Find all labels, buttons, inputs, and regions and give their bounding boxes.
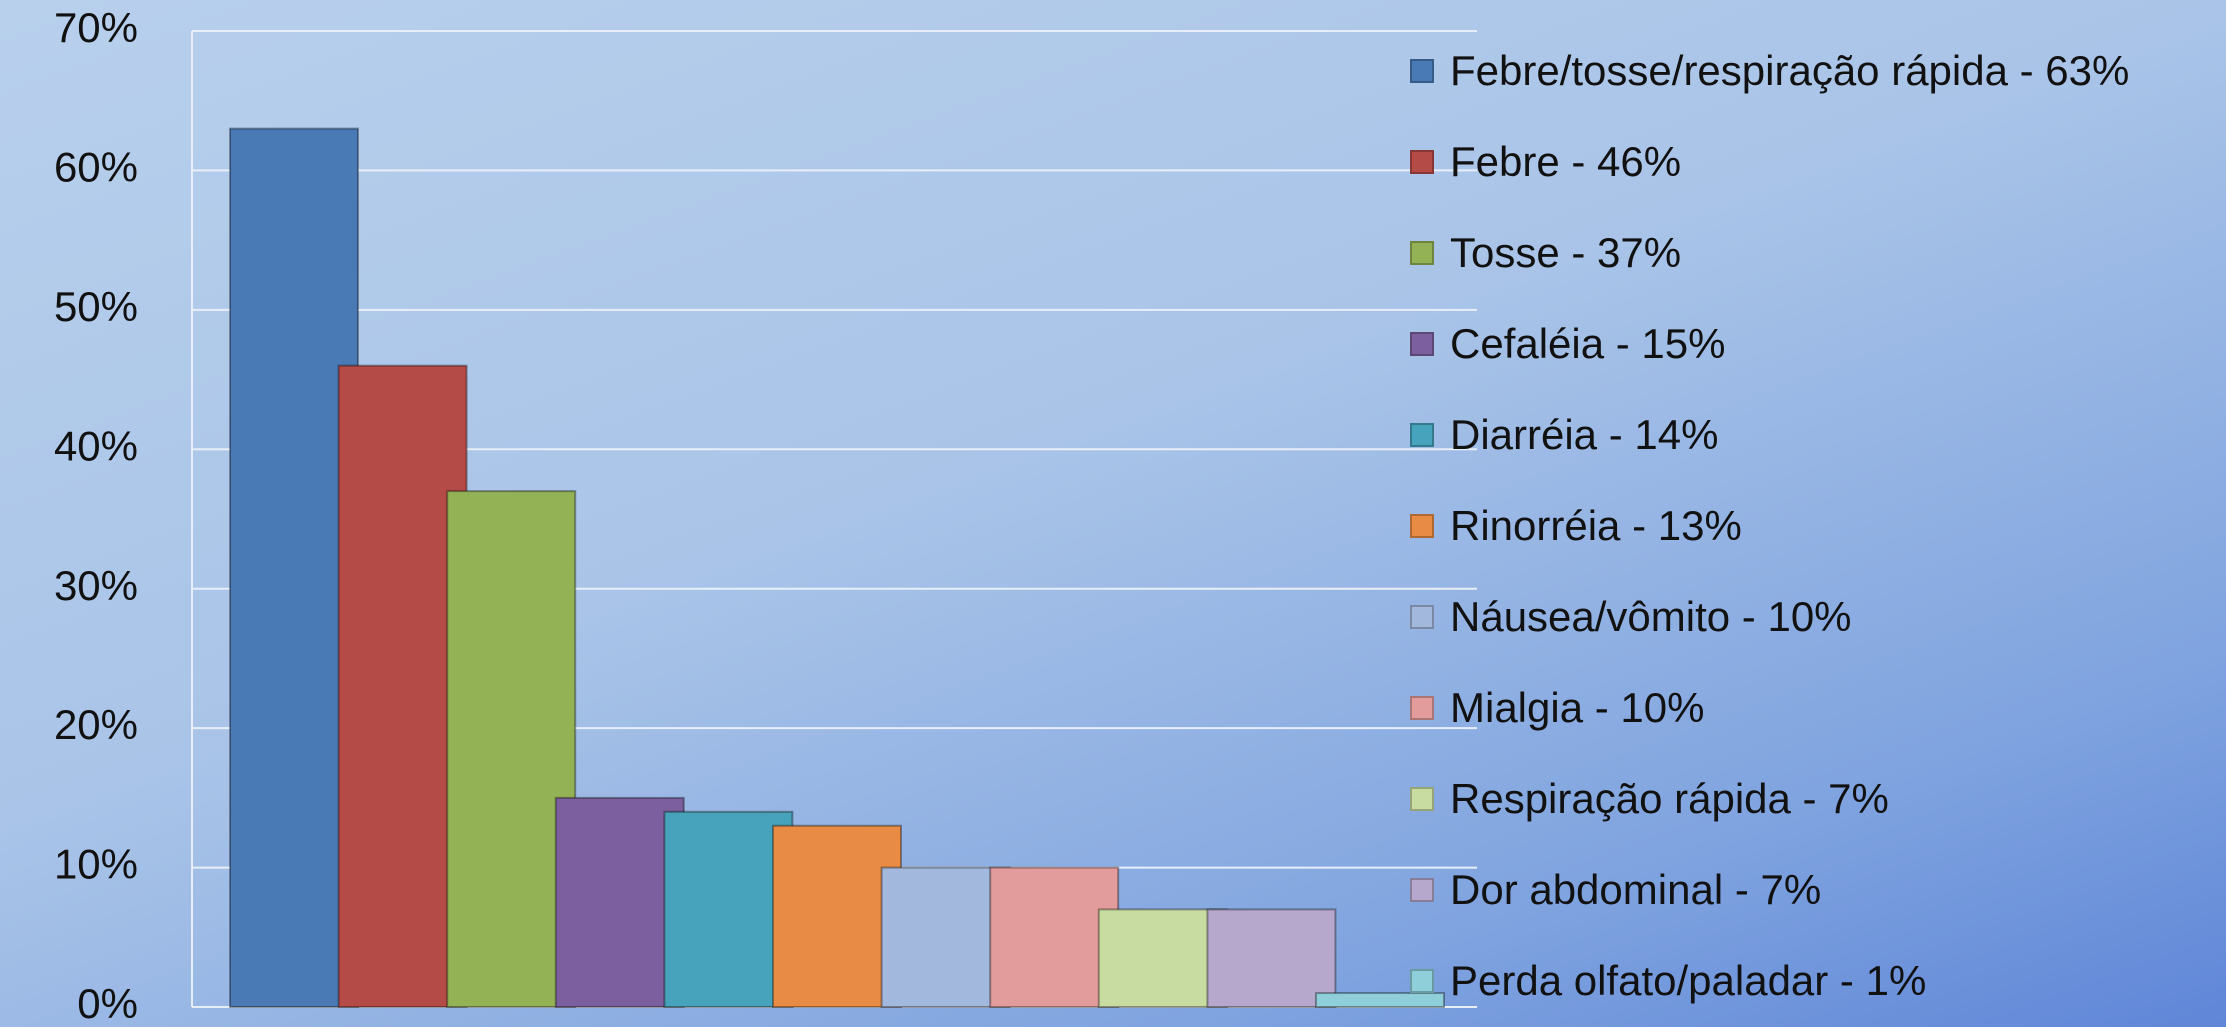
y-tick-label: 60% bbox=[54, 144, 138, 191]
legend-label: Tosse - 37% bbox=[1450, 229, 1682, 276]
legend-label: Náusea/vômito - 10% bbox=[1450, 593, 1852, 640]
legend-label: Febre - 46% bbox=[1450, 138, 1682, 185]
legend-label: Diarréia - 14% bbox=[1450, 411, 1719, 458]
y-tick-label: 0% bbox=[77, 980, 138, 1027]
legend-label: Dor abdominal - 7% bbox=[1450, 866, 1822, 913]
legend-entry: Mialgia - 10% bbox=[1410, 684, 2200, 732]
legend-entry: Tosse - 37% bbox=[1410, 229, 2200, 277]
legend-entry: Diarréia - 14% bbox=[1410, 411, 2200, 459]
legend-entry: Respiração rápida - 7% bbox=[1410, 775, 2200, 823]
y-tick-label: 20% bbox=[54, 701, 138, 748]
bar bbox=[1097, 908, 1228, 1009]
legend-entry: Perda olfato/paladar - 1% bbox=[1410, 957, 2200, 1005]
legend-label: Cefaléia - 15% bbox=[1450, 320, 1726, 367]
bar bbox=[337, 364, 468, 1008]
legend-swatch bbox=[1410, 514, 1434, 538]
legend-swatch bbox=[1410, 696, 1434, 720]
y-tick-label: 70% bbox=[54, 4, 138, 51]
legend-swatch bbox=[1410, 787, 1434, 811]
bar bbox=[663, 810, 794, 1008]
bar bbox=[880, 866, 1011, 1008]
legend-swatch bbox=[1410, 423, 1434, 447]
legend-entry: Febre/tosse/respiração rápida - 63% bbox=[1410, 47, 2200, 95]
bar bbox=[772, 824, 902, 1008]
legend-entry: Febre - 46% bbox=[1410, 138, 2200, 186]
legend-label: Respiração rápida - 7% bbox=[1450, 775, 1889, 822]
legend-swatch bbox=[1410, 150, 1434, 174]
bar bbox=[989, 866, 1120, 1008]
bar bbox=[1315, 992, 1445, 1008]
legend-label: Febre/tosse/respiração rápida - 63% bbox=[1450, 47, 2130, 94]
legend-entry: Rinorréia - 13% bbox=[1410, 502, 2200, 550]
bar bbox=[1206, 908, 1337, 1009]
y-tick-label: 50% bbox=[54, 283, 138, 330]
legend-swatch bbox=[1410, 605, 1434, 629]
y-tick-label: 30% bbox=[54, 562, 138, 609]
legend-swatch bbox=[1410, 332, 1434, 356]
bar bbox=[446, 490, 577, 1009]
legend-label: Perda olfato/paladar - 1% bbox=[1450, 957, 1927, 1004]
legend-label: Rinorréia - 13% bbox=[1450, 502, 1742, 549]
legend-swatch bbox=[1410, 241, 1434, 265]
y-tick-label: 10% bbox=[54, 841, 138, 888]
legend-entry: Dor abdominal - 7% bbox=[1410, 866, 2200, 914]
legend-entry: Náusea/vômito - 10% bbox=[1410, 593, 2200, 641]
legend-swatch bbox=[1410, 969, 1434, 993]
legend-label: Mialgia - 10% bbox=[1450, 684, 1705, 731]
y-tick-label: 40% bbox=[54, 422, 138, 469]
legend-entry: Cefaléia - 15% bbox=[1410, 320, 2200, 368]
legend-swatch bbox=[1410, 59, 1434, 83]
legend-swatch bbox=[1410, 878, 1434, 902]
